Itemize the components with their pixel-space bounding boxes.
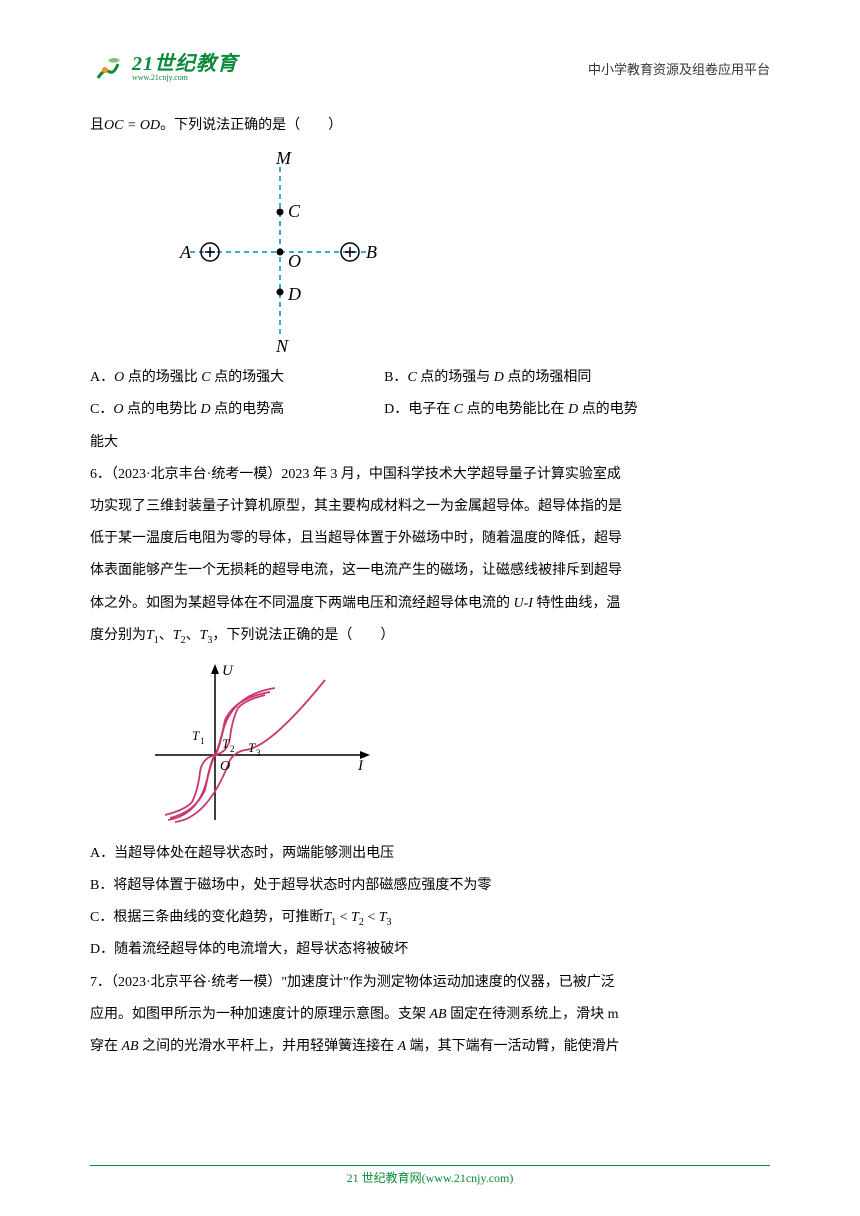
svg-text:U: U — [222, 663, 234, 679]
q5-intro: 且OC = OD。下列说法正确的是（ ） — [90, 110, 770, 142]
svg-text:1: 1 — [200, 736, 205, 746]
svg-text:T: T — [222, 736, 230, 751]
q6-line5: 体之外。如图为某超导体在不同温度下两端电压和流经超导体电流的 U-I 特性曲线，… — [90, 588, 770, 620]
svg-text:O: O — [288, 251, 301, 271]
page-footer: 21 世纪教育网(www.21cnjy.com) — [0, 1169, 860, 1186]
svg-text:I: I — [357, 758, 364, 774]
svg-text:O: O — [220, 759, 230, 774]
q5-optB: B．C 点的场强与 D 点的场强相同 — [384, 362, 591, 394]
q6-diagram: U I O T1 T2 T3 — [150, 660, 380, 830]
q5-optD: D．电子在 C 点的电势能比在 D 点的电势 — [384, 394, 638, 426]
q6-line1: 6．（2023·北京丰台·统考一模）2023 年 3 月，中国科学技术大学超导量… — [90, 459, 770, 491]
q5-optA: A．O 点的场强比 C 点的场强大 — [90, 362, 284, 394]
page-header: 21世纪教育 www.21cnjy.com 中小学教育资源及组卷应用平台 — [90, 50, 770, 86]
q6-optC: C．根据三条曲线的变化趋势，可推断T1 < T2 < T3 — [90, 902, 770, 934]
q6-optB: B．将超导体置于磁场中，处于超导状态时内部磁感应强度不为零 — [90, 870, 770, 902]
q6-line2: 功实现了三维封装量子计算机原型，其主要构成材料之一为金属超导体。超导体指的是 — [90, 491, 770, 523]
logo-icon — [90, 50, 126, 86]
svg-text:3: 3 — [256, 748, 261, 758]
svg-text:C: C — [288, 201, 301, 221]
q6-line6: 度分别为T1、T2、T3，下列说法正确的是（ ） — [90, 620, 770, 652]
q6-optD: D．随着流经超导体的电流增大，超导状态将被破坏 — [90, 934, 770, 966]
svg-text:N: N — [275, 336, 289, 352]
q7-line1: 7．（2023·北京平谷·统考一模）"加速度计"作为测定物体运动加速度的仪器，已… — [90, 967, 770, 999]
svg-text:A: A — [179, 242, 192, 262]
logo-text: 21世纪教育 www.21cnjy.com — [132, 54, 238, 82]
q7-line2: 应用。如图甲所示为一种加速度计的原理示意图。支架 AB 固定在待测系统上，滑块 … — [90, 999, 770, 1031]
header-right-text: 中小学教育资源及组卷应用平台 — [588, 59, 770, 78]
logo-main-text: 21世纪教育 — [132, 54, 238, 74]
logo-sub-text: www.21cnjy.com — [132, 74, 238, 82]
q5-optC: C．O 点的电势比 D 点的电势高 — [90, 394, 284, 426]
svg-text:T: T — [192, 728, 200, 743]
q5-optD-cont: 能大 — [90, 427, 770, 459]
main-content: 且OC = OD。下列说法正确的是（ ） M C O D N A B A．O 点… — [90, 110, 770, 1063]
svg-text:B: B — [366, 242, 377, 262]
q6-line3: 低于某一温度后电阻为零的导体，且当超导体置于外磁场中时，随着温度的降低，超导 — [90, 523, 770, 555]
q6-optA: A．当超导体处在超导状态时，两端能够测出电压 — [90, 838, 770, 870]
q5-options-row2: C．O 点的电势比 D 点的电势高 D．电子在 C 点的电势能比在 D 点的电势 — [90, 394, 770, 426]
q6-line4: 体表面能够产生一个无损耗的超导电流，这一电流产生的磁场，让磁感线被排斥到超导 — [90, 555, 770, 587]
q7-line3: 穿在 AB 之间的光滑水平杆上，并用轻弹簧连接在 A 端，其下端有一活动臂，能使… — [90, 1031, 770, 1063]
footer-divider — [90, 1165, 770, 1166]
q5-diagram: M C O D N A B — [170, 152, 400, 352]
q5-options-row1: A．O 点的场强比 C 点的场强大 B．C 点的场强与 D 点的场强相同 — [90, 362, 770, 394]
svg-text:D: D — [287, 284, 301, 304]
svg-text:2: 2 — [230, 744, 235, 754]
svg-text:M: M — [275, 152, 292, 168]
svg-text:T: T — [248, 740, 256, 755]
logo-area: 21世纪教育 www.21cnjy.com — [90, 50, 238, 86]
